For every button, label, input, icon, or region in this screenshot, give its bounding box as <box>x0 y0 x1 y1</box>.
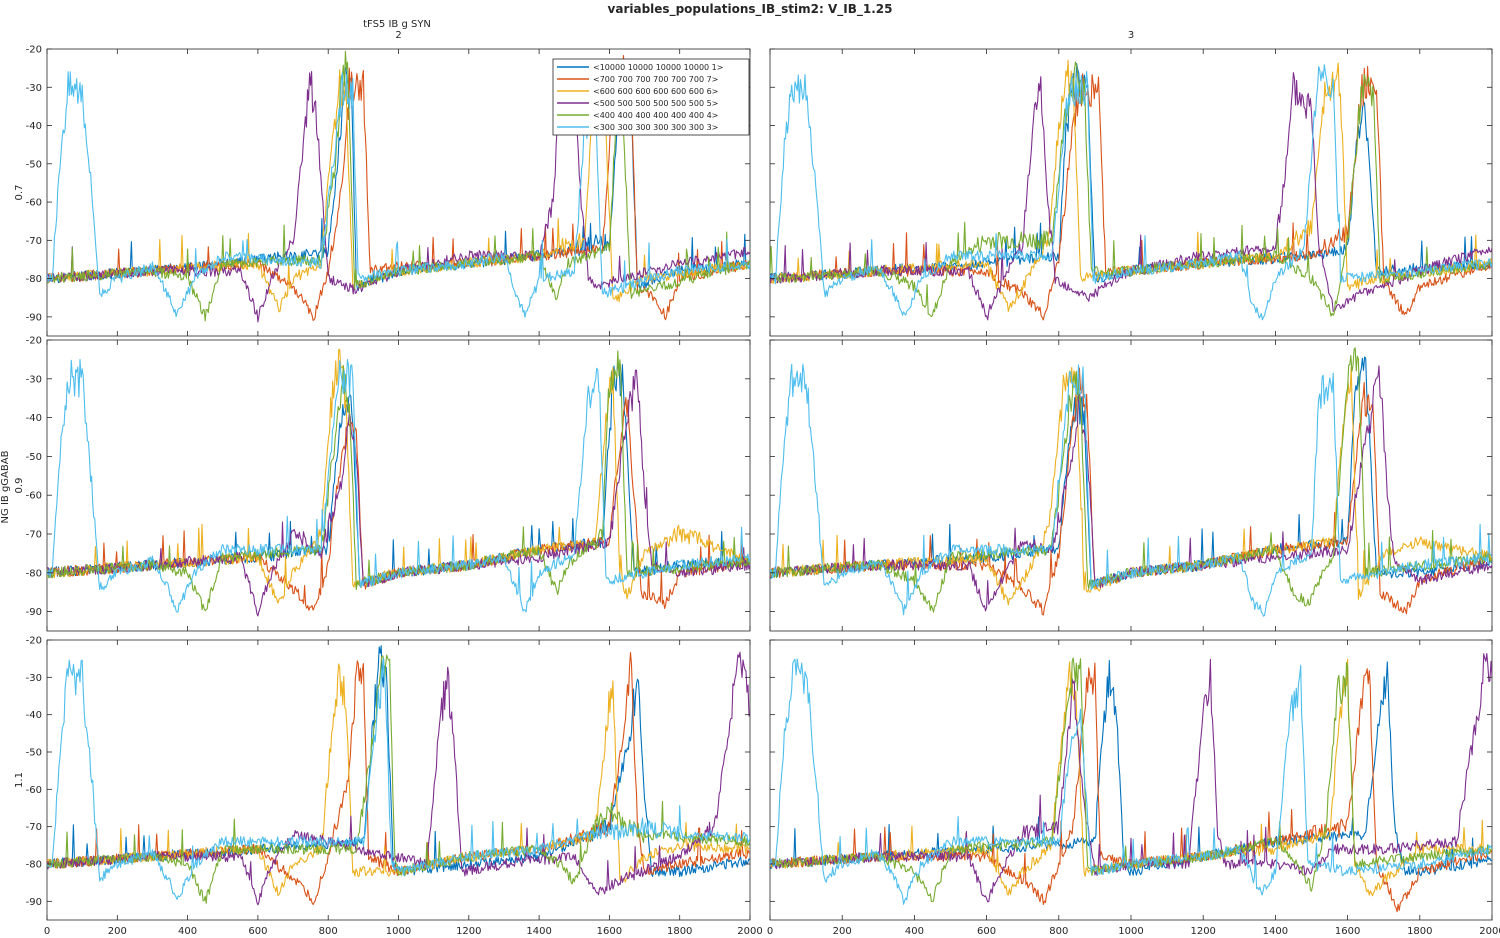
series-line <box>770 658 1492 905</box>
y-tick-label: -40 <box>26 710 42 721</box>
x-tick-label: 1600 <box>597 926 622 937</box>
panel-r2-c1: 0 200 400 600 800 1000 1200 1400 1600 1800 2000 <box>767 639 1500 937</box>
legend-entry: <700 700 700 700 700 700 7> <box>557 75 718 84</box>
legend-label: <300 300 300 300 300 300 3> <box>593 123 718 132</box>
legend-label: <400 400 400 400 400 400 4> <box>593 111 718 120</box>
legend-entry: <10000 10000 10000 10000 1> <box>557 63 723 72</box>
x-tick-label: 1600 <box>1335 926 1360 937</box>
x-tick-label: 0 <box>44 926 50 937</box>
panel-r2-c0: -90 -80 -70 -60 -50 -40 -30 -20 0 200 400 600 800 100… <box>14 636 763 938</box>
legend-entry: <500 500 500 500 500 500 5> <box>557 99 718 108</box>
y-tick-label: -30 <box>26 673 42 684</box>
x-tick-label: 2000 <box>1479 926 1500 937</box>
figure-title: variables_populations_IB_stim2: V_IB_1.2… <box>608 2 893 17</box>
x-tick-label: 800 <box>319 926 338 937</box>
series-line <box>770 363 1492 617</box>
y-tick-label: -30 <box>26 374 42 385</box>
series-line <box>770 365 1492 612</box>
row-value-label: 1.1 <box>14 772 25 788</box>
x-tick-label: 200 <box>108 926 127 937</box>
x-tick-label: 1800 <box>1407 926 1432 937</box>
column-value-label: 3 <box>1128 30 1134 41</box>
x-tick-label: 2000 <box>737 926 762 937</box>
panel-r0-c1: 3 <box>769 30 1493 337</box>
y-tick-label: -40 <box>26 413 42 424</box>
panel-grid: -90 -80 -70 -60 -50 -40 -30 -20 2 0.7 3 -90 -80 -70 -6… <box>14 30 1500 937</box>
y-tick-label: -30 <box>26 83 42 94</box>
y-tick-label: -20 <box>26 336 42 347</box>
row-value-label: 0.7 <box>14 185 25 201</box>
y-tick-label: -70 <box>26 822 42 833</box>
traces <box>47 348 750 617</box>
x-tick-label: 600 <box>977 926 996 937</box>
traces <box>770 347 1492 617</box>
y-tick-label: -50 <box>26 452 42 463</box>
legend-label: <700 700 700 700 700 700 7> <box>593 75 718 84</box>
row-variable-label: NG IB gGABAB <box>0 450 11 523</box>
traces <box>770 59 1492 321</box>
legend-label: <10000 10000 10000 10000 1> <box>593 63 723 72</box>
series-line <box>770 64 1492 321</box>
x-tick-label: 1200 <box>456 926 481 937</box>
x-tick-label: 1000 <box>1118 926 1143 937</box>
y-tick-label: -20 <box>26 45 42 56</box>
legend-entry: <600 600 600 600 600 600 6> <box>557 87 718 96</box>
y-tick-label: -40 <box>26 121 42 132</box>
x-tick-label: 400 <box>178 926 197 937</box>
legend-entry: <300 300 300 300 300 300 3> <box>557 123 718 132</box>
panel-r1-c1 <box>769 339 1493 632</box>
axes-box <box>769 48 1493 337</box>
series-line <box>47 71 750 318</box>
x-tick-label: 1400 <box>526 926 551 937</box>
y-tick-label: -80 <box>26 274 42 285</box>
y-tick-label: -80 <box>26 568 42 579</box>
traces <box>770 652 1492 913</box>
panel-r1-c0: -90 -80 -70 -60 -50 -40 -30 -20 0.9 <box>14 336 751 632</box>
legend-label: <600 600 600 600 600 600 6> <box>593 87 718 96</box>
x-tick-label: 1200 <box>1190 926 1215 937</box>
y-tick-label: -90 <box>26 312 42 323</box>
axes-box <box>46 639 751 921</box>
x-tick-label: 1400 <box>1263 926 1288 937</box>
y-tick-label: -50 <box>26 159 42 170</box>
x-tick-label: 800 <box>1049 926 1068 937</box>
y-tick-label: -80 <box>26 860 42 871</box>
y-tick-label: -60 <box>26 198 42 209</box>
x-tick-label: 1800 <box>667 926 692 937</box>
x-tick-label: 1000 <box>386 926 411 937</box>
y-tick-label: -90 <box>26 897 42 908</box>
x-tick-label: 400 <box>905 926 924 937</box>
y-tick-label: -70 <box>26 236 42 247</box>
y-tick-label: -50 <box>26 748 42 759</box>
traces <box>47 50 750 323</box>
series-line <box>770 347 1492 613</box>
series-line <box>47 651 750 906</box>
series-line <box>47 658 750 901</box>
series-line <box>47 358 750 613</box>
series-line <box>770 657 1492 903</box>
y-tick-label: -60 <box>26 491 42 502</box>
legend-entry: <400 400 400 400 400 400 4> <box>557 111 718 120</box>
y-tick-label: -20 <box>26 636 42 647</box>
y-tick-label: -60 <box>26 785 42 796</box>
column-variable-label: tFS5 IB g SYN <box>363 19 431 30</box>
x-tick-label: 200 <box>833 926 852 937</box>
legend-box <box>552 58 750 136</box>
y-tick-label: -90 <box>26 607 42 618</box>
row-value-label: 0.9 <box>14 478 25 494</box>
legend: <10000 10000 10000 10000 1> <700 700 700 … <box>552 58 750 136</box>
axes-box <box>769 339 1493 632</box>
column-value-label: 2 <box>395 30 401 41</box>
legend-label: <500 500 500 500 500 500 5> <box>593 99 718 108</box>
traces <box>47 645 750 906</box>
y-tick-label: -70 <box>26 530 42 541</box>
x-tick-label: 600 <box>248 926 267 937</box>
x-tick-label: 0 <box>767 926 773 937</box>
